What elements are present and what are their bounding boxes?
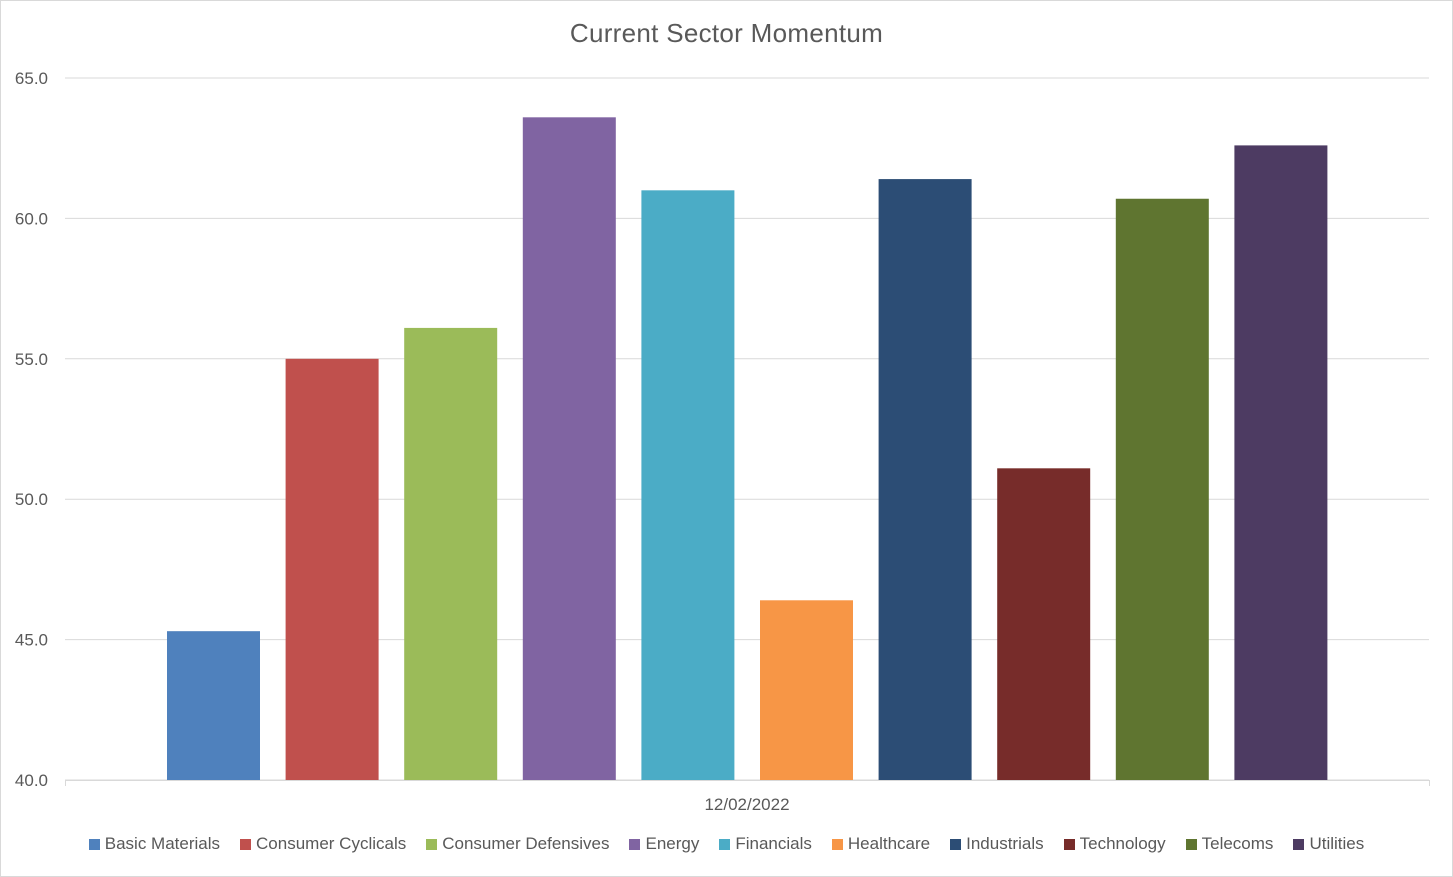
bar-industrials [878,179,972,780]
y-tick-label: 50.0 [15,490,48,509]
legend-item: Basic Materials [88,834,221,854]
legend-label: Utilities [1309,834,1365,853]
y-tick-label: 65.0 [15,69,48,88]
legend-label: Consumer Defensives [442,834,610,853]
y-tick-label: 40.0 [15,771,48,790]
legend-item: Consumer Defensives [426,834,609,854]
legend-item: Financials [719,834,812,854]
legend-label: Consumer Cyclicals [256,834,407,853]
bar-technology [997,468,1091,780]
legend-swatch [629,838,641,850]
legend-item: Telecoms [1185,834,1274,854]
bar-basic-materials [167,631,260,780]
chart-title: Current Sector Momentum [569,18,884,48]
legend-swatch [426,838,438,850]
legend-swatch [240,838,252,850]
bar-financials [641,190,735,780]
legend-label: Energy [645,834,700,853]
bars [167,117,1328,781]
legend-label: Healthcare [847,834,931,853]
legend-item: Technology [1063,834,1166,854]
y-tick-label: 55.0 [15,350,48,369]
legend-item: Industrials [950,834,1044,854]
x-category-label: 12/02/2022 [704,795,789,814]
legend-swatch [950,838,962,850]
legend-label: Telecoms [1201,834,1274,853]
bar-energy [522,117,616,780]
bar-healthcare [760,600,853,780]
bar-consumer-defensives [404,327,498,780]
legend-swatch [1293,838,1305,850]
legend-swatch [719,838,731,850]
bar-telecoms [1115,198,1209,780]
bar-utilities [1234,145,1328,781]
legend-swatch [88,838,100,850]
legend-item: Consumer Cyclicals [240,834,406,854]
bar-consumer-cyclicals [285,358,379,780]
legend-label: Technology [1079,834,1166,853]
y-tick-label: 45.0 [15,631,48,650]
legend-label: Financials [735,834,812,853]
legend-label: Basic Materials [104,834,221,853]
legend-swatch [831,838,843,850]
legend: Basic Materials Consumer Cyclicals Consume… [0,834,1453,854]
legend-label: Industrials [966,834,1044,853]
legend-swatch [1185,838,1197,850]
legend-item: Healthcare [831,834,931,854]
legend-item: Utilities [1293,834,1364,854]
y-tick-label: 60.0 [15,209,48,228]
gridlines [65,77,1429,781]
legend-swatch [1063,838,1075,850]
legend-item: Energy [629,834,699,854]
axes: 40.0 45.0 50.0 55.0 60.0 65.0 12/02/2022 [15,69,1430,814]
